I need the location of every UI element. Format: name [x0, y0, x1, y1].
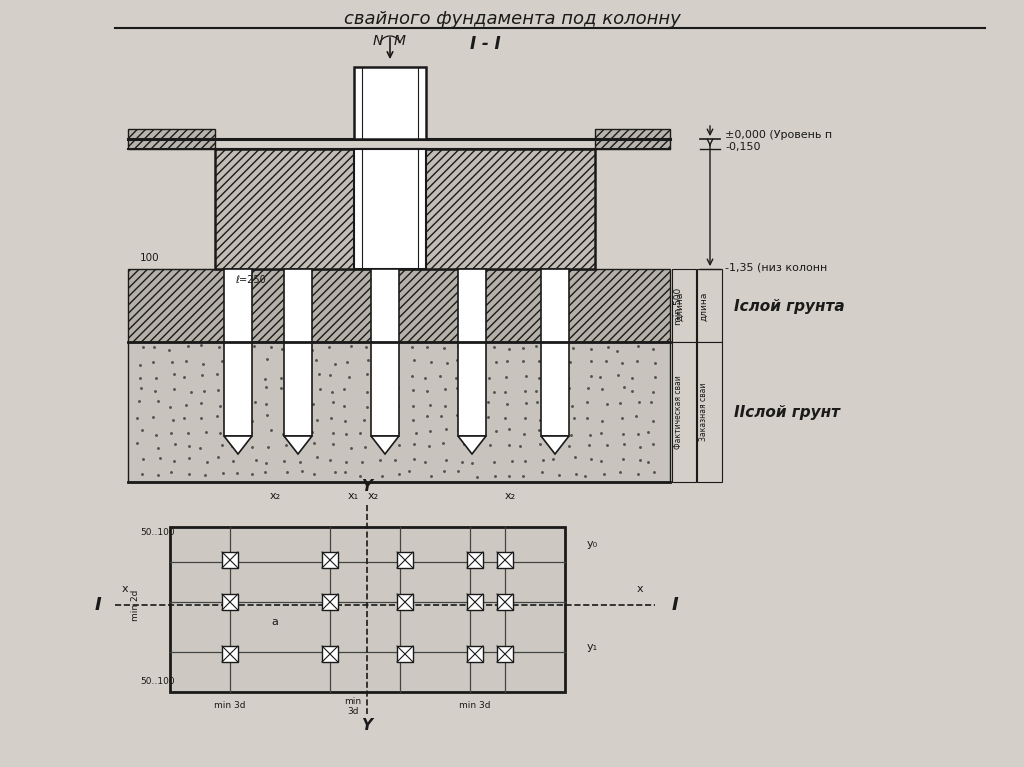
Text: 3d: 3d — [347, 707, 358, 716]
Text: a: a — [271, 617, 279, 627]
Text: 50‥100: 50‥100 — [140, 528, 175, 537]
Bar — [672, 269, 696, 342]
Bar — [354, 67, 426, 139]
Text: Y: Y — [361, 718, 373, 733]
Text: -0,150: -0,150 — [725, 142, 761, 152]
Text: I: I — [672, 596, 678, 614]
Polygon shape — [541, 436, 569, 454]
Text: x₂: x₂ — [269, 491, 281, 501]
Bar — [222, 552, 238, 568]
Bar — [497, 552, 513, 568]
Text: длина: длина — [699, 291, 708, 321]
Text: I - I: I - I — [470, 35, 501, 53]
Bar — [397, 646, 413, 662]
Text: min: min — [344, 697, 361, 706]
Text: x: x — [637, 584, 643, 594]
Text: min 3d: min 3d — [459, 701, 490, 710]
Bar — [170, 527, 565, 692]
Text: x₁: x₁ — [347, 491, 358, 501]
Bar — [397, 594, 413, 610]
Text: y₁: y₁ — [587, 642, 598, 652]
Text: min 2d: min 2d — [130, 589, 139, 621]
Bar — [215, 149, 595, 269]
Polygon shape — [224, 436, 252, 454]
Bar — [224, 269, 252, 436]
Text: 100: 100 — [140, 253, 160, 263]
Text: x: x — [122, 584, 128, 594]
Bar — [371, 269, 399, 436]
Text: ±0,000 (Уровень п: ±0,000 (Уровень п — [725, 130, 833, 140]
Text: свайного фундамента под колонну: свайного фундамента под колонну — [344, 10, 680, 28]
Bar — [672, 342, 696, 482]
Bar — [467, 552, 483, 568]
Polygon shape — [371, 436, 399, 454]
Bar — [497, 594, 513, 610]
Text: M: M — [394, 34, 406, 48]
Text: IIслой грунт: IIслой грунт — [734, 404, 840, 420]
Text: x₂: x₂ — [368, 491, 379, 501]
Bar — [128, 342, 670, 482]
Polygon shape — [284, 436, 312, 454]
Bar — [128, 269, 670, 342]
Polygon shape — [458, 436, 486, 454]
Bar — [467, 646, 483, 662]
Bar — [322, 594, 338, 610]
Bar — [497, 646, 513, 662]
Text: Iслой грунта: Iслой грунта — [734, 298, 845, 314]
Bar — [222, 594, 238, 610]
Bar — [697, 342, 722, 482]
Text: N: N — [373, 34, 383, 48]
Text: y₀: y₀ — [587, 539, 598, 549]
Text: 50‥100: 50‥100 — [140, 677, 175, 686]
Bar — [284, 269, 312, 436]
Bar — [322, 646, 338, 662]
Text: I: I — [94, 596, 101, 614]
Bar — [128, 129, 215, 149]
Text: x₂: x₂ — [505, 491, 515, 501]
Text: Фактическая сваи: Фактическая сваи — [674, 375, 683, 449]
Text: ℓ=250: ℓ=250 — [234, 275, 266, 285]
Bar — [397, 552, 413, 568]
Bar — [354, 149, 426, 269]
Bar — [458, 269, 486, 436]
Bar — [467, 594, 483, 610]
Text: Заказная сваи: Заказная сваи — [699, 383, 708, 441]
Text: min 500: min 500 — [674, 288, 683, 324]
Bar — [595, 129, 670, 149]
Bar — [222, 646, 238, 662]
Bar — [697, 269, 722, 342]
Text: min 3d: min 3d — [214, 701, 246, 710]
Text: -1,35 (низ колонн: -1,35 (низ колонн — [725, 262, 827, 272]
Bar — [541, 269, 569, 436]
Text: Y: Y — [361, 479, 373, 494]
Text: длина: длина — [675, 291, 684, 321]
Bar — [322, 552, 338, 568]
